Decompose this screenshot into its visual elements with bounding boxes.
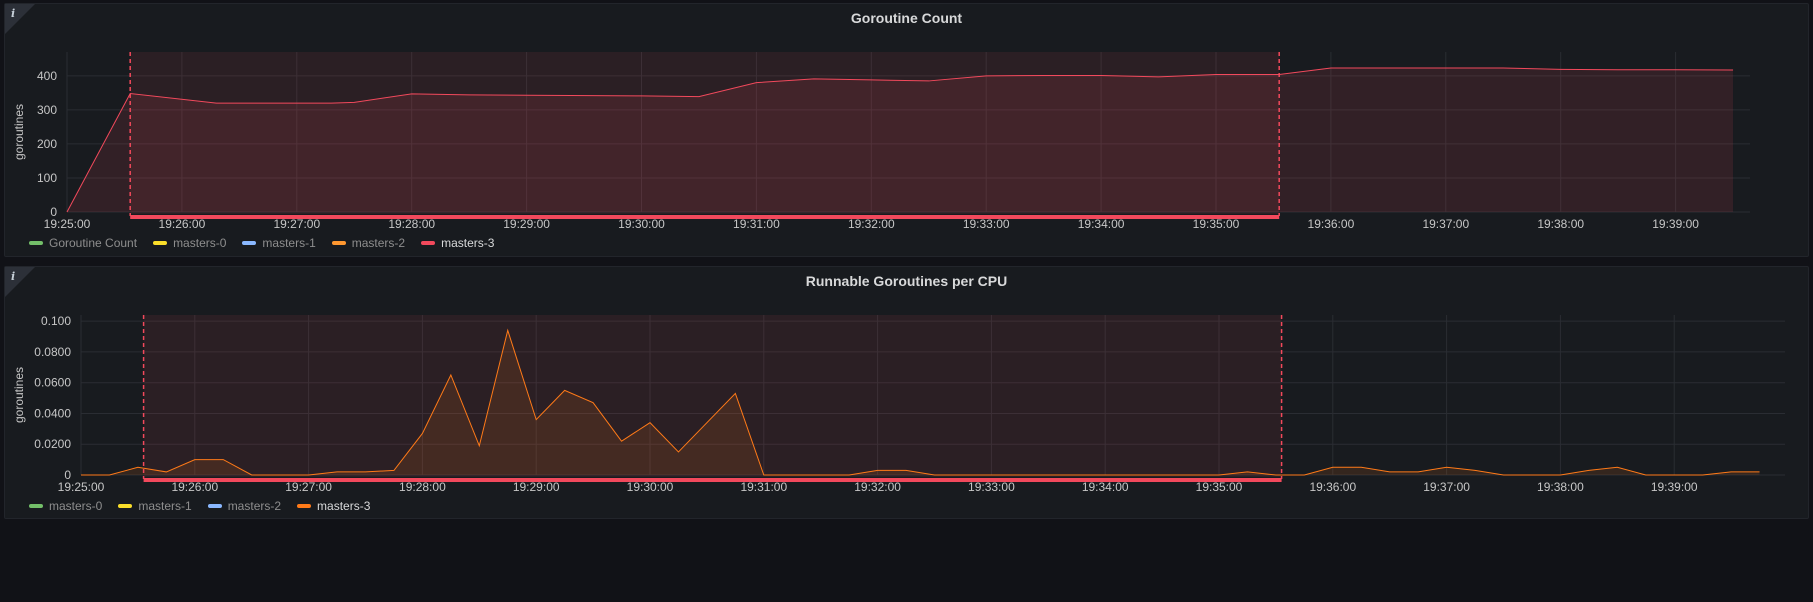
x-tick-label: 19:36:00 [1309,480,1356,494]
legend-label: masters-1 [262,236,316,250]
y-tick-label: 0.0600 [34,376,71,390]
legend-item[interactable]: masters-1 [118,499,192,513]
series-line [66,67,1734,213]
x-tick-label: 19:26:00 [159,217,206,231]
series-line [81,328,1760,476]
y-tick-label: 0.100 [41,314,71,328]
y-tick-label: 0 [64,468,71,482]
panel-info-corner[interactable] [5,4,35,34]
series-area [67,68,1734,212]
x-tick-label: 19:38:00 [1537,480,1584,494]
y-axis-label: goroutines [12,104,26,160]
x-tick-label: 19:34:00 [1078,217,1125,231]
legend-label: masters-0 [173,236,227,250]
legend-label: masters-3 [317,499,371,513]
x-tick-label: 19:32:00 [854,480,901,494]
x-tick-label: 19:30:00 [627,480,674,494]
legend-swatch [29,504,43,508]
legend-item[interactable]: masters-2 [207,499,282,513]
legend-label: Goroutine Count [49,236,138,250]
x-tick-label: 19:32:00 [848,217,895,231]
legend-item[interactable]: masters-3 [421,236,494,250]
x-tick-label: 19:29:00 [503,217,550,231]
x-tick-label: 19:39:00 [1652,217,1699,231]
x-tick-label: 19:36:00 [1308,217,1355,231]
x-tick-label: 19:31:00 [733,217,780,231]
x-tick-label: 19:30:00 [618,217,665,231]
y-tick-label: 0.0800 [34,345,71,359]
legend-label: masters-1 [138,499,192,513]
legend-label: masters-2 [351,236,406,250]
legend-item[interactable]: masters-2 [331,236,406,250]
legend: Goroutine Count masters-0 masters-1 masters… [29,236,494,250]
x-tick-label: 19:28:00 [399,480,446,494]
x-tick-label: 19:27:00 [285,480,332,494]
goroutine-count-chart[interactable]: 0 100 200 300 400 19:25:00 19:26:00 19:27:00 19:… [5,4,1810,258]
legend-item[interactable]: Goroutine Count [29,236,137,250]
x-tick-label: 19:31:00 [740,480,787,494]
panel-title[interactable]: Runnable Goroutines per CPU [805,273,1008,289]
x-tick-label: 19:35:00 [1196,480,1243,494]
y-tick-label: 0.0200 [34,437,71,451]
y-tick-label: 400 [37,69,57,83]
legend-label: masters-0 [49,499,103,513]
region-bar [130,215,1280,219]
x-tick-label: 19:38:00 [1537,217,1584,231]
legend-item[interactable]: masters-0 [29,499,102,513]
x-tick-label: 19:29:00 [513,480,560,494]
legend-swatch [242,241,257,245]
x-tick-label: 19:39:00 [1651,480,1698,494]
panel-title[interactable]: Goroutine Count [850,10,963,26]
x-tick-label: 19:28:00 [388,217,435,231]
info-icon[interactable]: i [11,7,16,20]
x-tick-label: 19:37:00 [1422,217,1469,231]
legend-item[interactable]: masters-0 [153,236,226,250]
legend: masters-0 masters-1 masters-2 masters-3 [29,499,370,513]
y-axis-label: goroutines [12,367,26,423]
x-tick-label: 19:25:00 [44,217,91,231]
y-tick-label: 300 [37,103,57,117]
series-area [81,330,1760,475]
selected-region [130,52,1280,214]
runnable-goroutines-panel: i Runnable Goroutines per CPU 0 0.0200 0.0… [4,266,1809,519]
info-icon[interactable]: i [11,270,16,283]
goroutine-count-panel: i Goroutine Count 0 100 200 300 400 19:25:00 1… [4,3,1809,257]
legend-swatch [421,241,436,245]
x-tick-label: 19:26:00 [171,480,218,494]
x-tick-label: 19:27:00 [273,217,320,231]
x-tick-label: 19:33:00 [968,480,1015,494]
legend-item[interactable]: masters-3 [297,499,370,513]
x-tick-label: 19:33:00 [963,217,1010,231]
legend-swatch [153,241,168,245]
legend-swatch [118,504,133,508]
x-tick-label: 19:34:00 [1082,480,1129,494]
legend-label: masters-3 [441,236,495,250]
x-tick-label: 19:37:00 [1423,480,1470,494]
y-tick-label: 0 [50,205,57,219]
runnable-goroutines-chart[interactable]: 0 0.0200 0.0400 0.0600 0.0800 0.100 19:25:00 19… [5,267,1810,520]
x-tick-label: 19:35:00 [1193,217,1240,231]
x-tick-label: 19:25:00 [58,480,105,494]
panel-info-corner[interactable] [5,267,35,297]
y-tick-label: 200 [37,137,57,151]
selected-region [143,315,1282,477]
legend-swatch [297,504,312,508]
legend-label: masters-2 [227,499,282,513]
region-bar [143,478,1282,482]
legend-swatch [207,504,222,508]
legend-item[interactable]: masters-1 [242,236,316,250]
y-tick-label: 0.0400 [34,406,71,420]
legend-swatch [29,241,43,245]
legend-swatch [331,241,346,245]
y-tick-label: 100 [37,171,57,185]
